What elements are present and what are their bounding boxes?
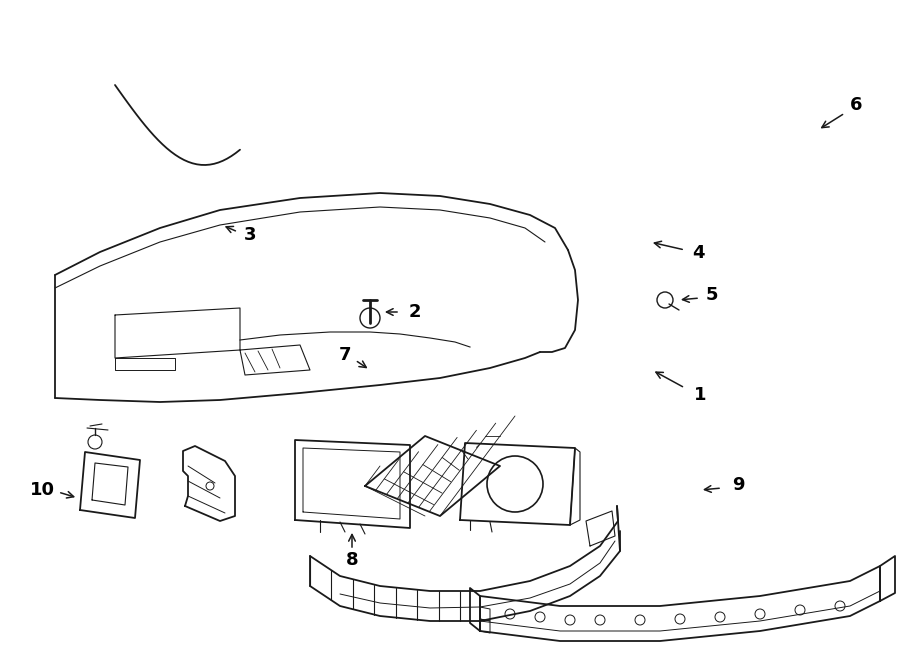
Text: 8: 8 xyxy=(346,551,358,569)
Text: 6: 6 xyxy=(850,96,862,114)
Text: 2: 2 xyxy=(409,303,421,321)
Text: 10: 10 xyxy=(30,481,55,499)
Text: 5: 5 xyxy=(706,286,718,304)
Text: 3: 3 xyxy=(244,226,256,244)
Text: 4: 4 xyxy=(692,244,704,262)
Text: 1: 1 xyxy=(694,386,706,404)
Text: 7: 7 xyxy=(338,346,351,364)
Text: 9: 9 xyxy=(732,476,744,494)
